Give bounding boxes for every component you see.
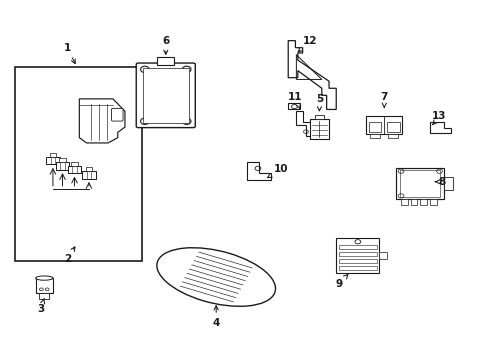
Bar [310,119,329,139]
Bar [420,199,427,205]
Bar [157,57,174,65]
Bar [396,168,444,199]
Text: 9: 9 [335,275,348,289]
Text: 11: 11 [288,92,303,108]
Bar [46,157,60,165]
Bar [315,115,324,119]
Text: 13: 13 [432,112,447,125]
Bar [411,199,417,205]
Bar [56,162,69,170]
Bar [389,134,398,138]
FancyBboxPatch shape [112,108,123,121]
Bar [444,177,453,190]
Bar [82,171,96,179]
Bar [336,238,379,274]
Text: 4: 4 [213,306,220,328]
Bar [401,199,408,205]
Bar [86,167,92,171]
Bar [40,293,49,299]
Bar [339,244,377,249]
Bar [143,68,189,123]
Ellipse shape [36,276,53,280]
Bar [400,171,441,197]
Bar [369,122,382,132]
Bar [36,278,53,293]
Bar [59,158,66,162]
Text: 2: 2 [64,247,75,264]
FancyBboxPatch shape [136,63,196,127]
Text: 5: 5 [316,94,323,111]
Bar [71,162,78,166]
Bar [49,153,56,157]
Bar [15,67,142,261]
Text: 3: 3 [37,298,45,314]
Text: 8: 8 [435,177,445,187]
Bar [288,103,300,109]
Text: 12: 12 [298,36,317,52]
Bar [430,199,437,205]
Text: 7: 7 [381,92,388,108]
Bar [339,259,377,263]
Bar [379,252,387,259]
Text: 6: 6 [162,36,170,54]
Bar [339,266,377,270]
Text: 1: 1 [64,43,75,64]
Bar [366,116,402,135]
Bar [387,122,399,132]
Text: 10: 10 [268,165,288,177]
Bar [68,166,81,173]
Bar [370,134,380,138]
Bar [339,252,377,256]
